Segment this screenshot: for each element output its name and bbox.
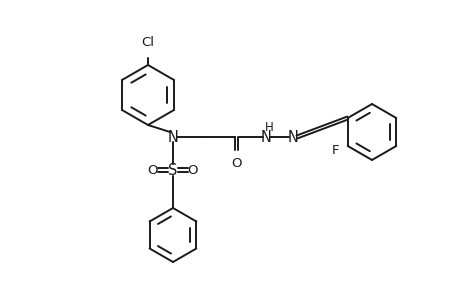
Text: O: O [147, 164, 158, 176]
Text: O: O [187, 164, 198, 176]
Text: O: O [231, 157, 242, 170]
Text: N: N [287, 130, 298, 145]
Text: F: F [331, 143, 339, 157]
Text: H: H [264, 121, 273, 134]
Text: S: S [168, 163, 177, 178]
Text: Cl: Cl [141, 36, 154, 49]
Text: N: N [167, 130, 178, 145]
Text: N: N [260, 130, 271, 145]
